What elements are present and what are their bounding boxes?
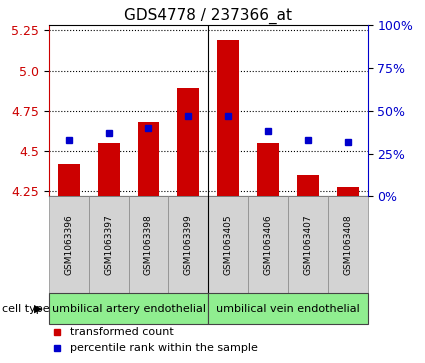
Text: GSM1063399: GSM1063399 — [184, 214, 193, 275]
Bar — [49, 196, 89, 293]
Bar — [297, 175, 319, 196]
Bar — [128, 196, 168, 293]
Text: umbilical vein endothelial: umbilical vein endothelial — [216, 304, 360, 314]
Bar — [328, 196, 368, 293]
Text: umbilical artery endothelial: umbilical artery endothelial — [51, 304, 206, 314]
Text: GSM1063396: GSM1063396 — [64, 214, 73, 275]
Text: cell type: cell type — [2, 304, 50, 314]
Bar — [58, 164, 80, 196]
Title: GDS4778 / 237366_at: GDS4778 / 237366_at — [124, 8, 292, 24]
Bar — [98, 143, 119, 196]
Text: GSM1063398: GSM1063398 — [144, 214, 153, 275]
Bar — [337, 187, 359, 196]
Bar — [288, 196, 328, 293]
Text: percentile rank within the sample: percentile rank within the sample — [70, 343, 258, 353]
Text: transformed count: transformed count — [70, 327, 173, 337]
Text: GSM1063408: GSM1063408 — [343, 215, 352, 275]
Bar — [177, 88, 199, 196]
Bar — [168, 196, 208, 293]
Bar — [208, 293, 368, 325]
Text: GSM1063407: GSM1063407 — [303, 215, 312, 275]
Bar — [248, 196, 288, 293]
Text: ▶: ▶ — [34, 304, 42, 314]
Bar — [89, 196, 128, 293]
Bar — [49, 293, 208, 325]
Text: GSM1063397: GSM1063397 — [104, 214, 113, 275]
Text: GSM1063406: GSM1063406 — [264, 215, 272, 275]
Bar — [138, 122, 159, 196]
Text: GSM1063405: GSM1063405 — [224, 215, 232, 275]
Bar — [217, 40, 239, 196]
Bar — [208, 196, 248, 293]
Bar — [257, 143, 279, 196]
